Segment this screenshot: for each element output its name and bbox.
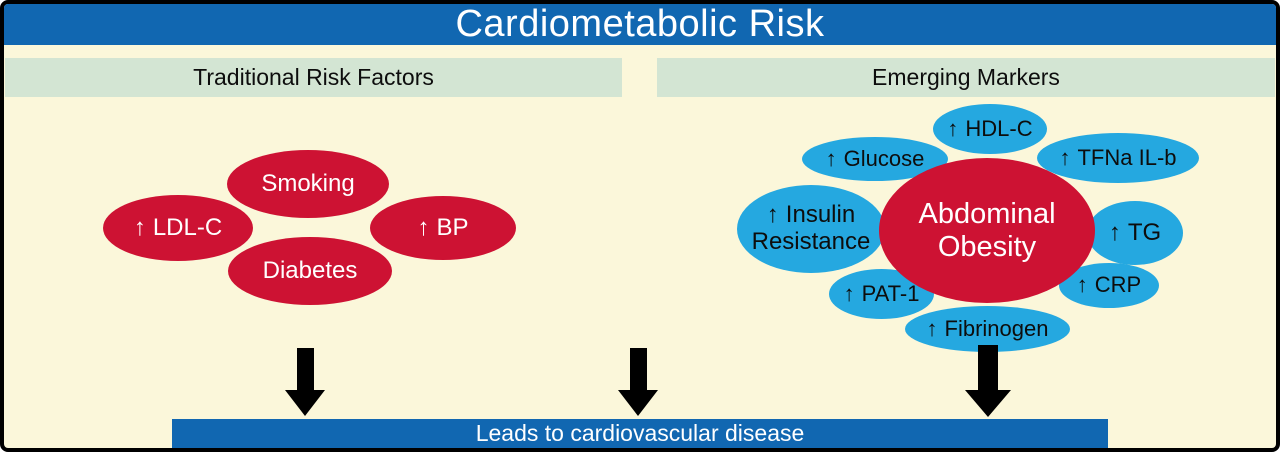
arrow-head <box>285 390 325 416</box>
hdl-c-label: ↑ HDL-C <box>947 115 1033 141</box>
smoking-label: Smoking <box>261 169 355 197</box>
arrow-head <box>618 390 658 416</box>
up-arrow-icon: ↑ <box>766 201 779 229</box>
down-arrow-icon <box>618 348 658 416</box>
arrow-head <box>965 390 1011 417</box>
emerging-markers-header: Emerging Markers <box>657 58 1275 97</box>
outcome-bar: Leads to cardiovascular disease <box>172 419 1108 448</box>
outcome-label: Leads to cardiovascular disease <box>475 420 805 446</box>
up-arrow-icon: ↑ <box>843 280 855 306</box>
arrow-stem <box>978 345 998 390</box>
traditional-risk-factors-header: Traditional Risk Factors <box>5 58 622 97</box>
ellipse-fibrinogen: ↑ Fibrinogen <box>905 306 1070 352</box>
up-arrow-icon: ↑ <box>417 213 430 241</box>
down-arrow-icon <box>965 345 1011 417</box>
glucose-label: ↑ Glucose <box>825 145 925 171</box>
bp-label: ↑ BP <box>417 213 469 241</box>
ellipse-ldl-c: ↑ LDL-C <box>103 195 253 261</box>
ellipse-diabetes: Diabetes <box>228 237 392 305</box>
up-arrow-icon: ↑ <box>1059 144 1071 170</box>
tfna-il-b-label: ↑ TFNa IL-b <box>1059 144 1177 170</box>
abdominal-obesity-label: Abdominal Obesity <box>918 198 1056 263</box>
ellipse-tg: ↑ TG <box>1087 201 1183 265</box>
emerging-header-label: Emerging Markers <box>872 64 1060 90</box>
up-arrow-icon: ↑ <box>926 315 938 341</box>
up-arrow-icon: ↑ <box>825 145 837 171</box>
tg-label: ↑ TG <box>1108 218 1162 246</box>
up-arrow-icon: ↑ <box>133 213 146 241</box>
diabetes-label: Diabetes <box>262 256 358 284</box>
up-arrow-icon: ↑ <box>1076 272 1088 298</box>
fibrinogen-label: ↑ Fibrinogen <box>926 315 1049 341</box>
up-arrow-icon: ↑ <box>947 115 959 141</box>
pat-1-label: ↑ PAT-1 <box>843 280 920 306</box>
ellipse-smoking: Smoking <box>227 150 389 218</box>
ellipse-hdl-c: ↑ HDL-C <box>933 104 1047 154</box>
ellipse-bp: ↑ BP <box>370 196 516 260</box>
ellipse-glucose: ↑ Glucose <box>802 137 948 181</box>
ellipse-tfna-il-b: ↑ TFNa IL-b <box>1037 133 1199 183</box>
ellipse-abdominal-obesity: Abdominal Obesity <box>879 158 1095 303</box>
up-arrow-icon: ↑ <box>1108 218 1121 246</box>
down-arrow-icon <box>285 348 325 416</box>
insulin-resistance-label: ↑ Insulin Resistance <box>751 201 871 255</box>
page-title: Cardiometabolic Risk <box>455 3 825 45</box>
ellipse-insulin-resistance: ↑ Insulin Resistance <box>737 185 885 273</box>
arrow-stem <box>296 348 314 390</box>
traditional-header-label: Traditional Risk Factors <box>193 64 434 90</box>
arrow-stem <box>629 348 647 390</box>
crp-label: ↑ CRP <box>1076 272 1142 298</box>
title-banner: Cardiometabolic Risk <box>4 4 1276 45</box>
ldl-c-label: ↑ LDL-C <box>133 213 223 241</box>
